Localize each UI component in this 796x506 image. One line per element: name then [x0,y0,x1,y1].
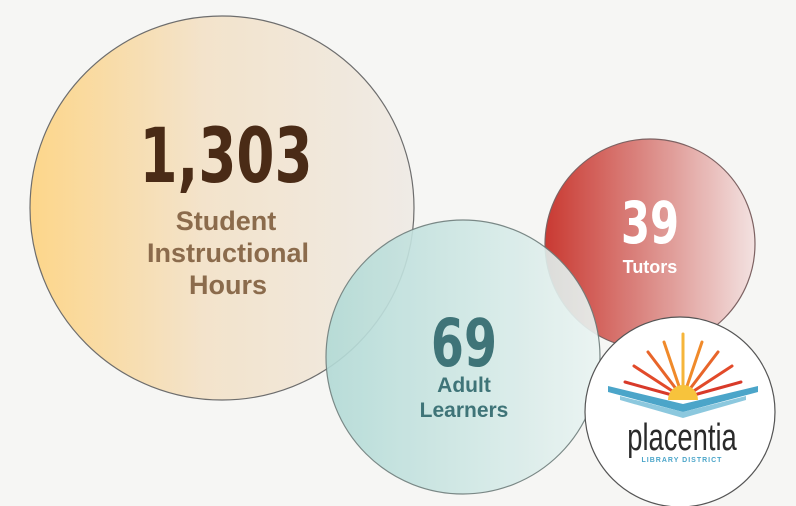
stat: 69 Adult Learners [420,305,509,422]
logo-chevron [608,386,758,412]
stat-value: 1,303 [139,112,312,200]
stat-label: Learners [420,399,509,422]
stat-label: Hours [189,270,267,300]
logo-chevron [620,396,746,418]
stat-label: Tutors [623,257,678,277]
stat: 1,303 Student Instructional Hours [139,112,312,300]
logo: placentia LIBRARY DISTRICT [584,316,776,506]
stat-label: Student [176,206,277,236]
stat-circle [29,15,415,401]
stat-circle [325,219,601,495]
stat-value: 69 [431,305,497,382]
logo-subtitle: LIBRARY DISTRICT [642,457,723,464]
stat-label: Instructional [147,238,309,268]
stat: 39 Tutors [621,189,679,277]
logo-sunburst [623,332,743,400]
stat-label: Adult [437,374,491,397]
stat-value: 39 [621,189,679,257]
logo-name: placentia [627,417,737,459]
